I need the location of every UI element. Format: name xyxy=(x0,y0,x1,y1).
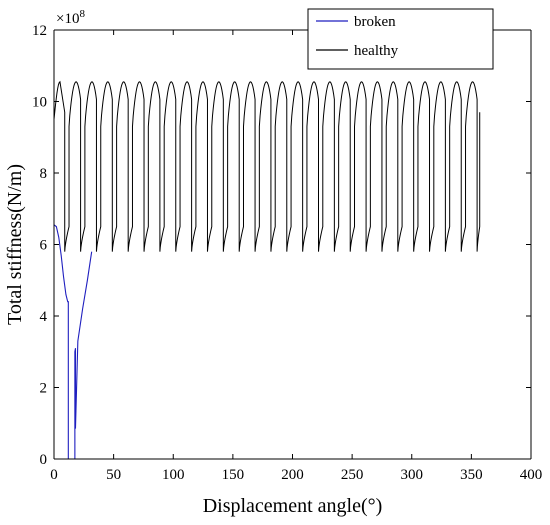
x-tick-label: 350 xyxy=(460,467,483,483)
legend-label-broken: broken xyxy=(354,14,396,30)
y-tick-label: 10 xyxy=(32,95,47,111)
x-axis-label: Displacement angle(°) xyxy=(203,495,383,517)
x-tick-label: 100 xyxy=(162,467,185,483)
x-tick-label: 150 xyxy=(222,467,245,483)
y-tick-label: 4 xyxy=(40,309,48,325)
x-tick-label: 200 xyxy=(281,467,304,483)
y-tick-label: 2 xyxy=(40,381,48,397)
x-tick-label: 400 xyxy=(520,467,543,483)
legend: broken healthy xyxy=(307,8,494,70)
plot-area xyxy=(54,30,531,459)
series-line-healthy xyxy=(53,80,481,252)
y-tick-label: 0 xyxy=(40,452,48,468)
y-tick-label: 6 xyxy=(40,238,48,254)
x-tick-label: 0 xyxy=(50,467,58,483)
x-tick-label: 50 xyxy=(106,467,121,483)
y-exponent-label: ×108 xyxy=(56,8,85,27)
axes-layer: 0 50 100 150 200 250 300 350 400 0 2 4 6 8 10 12 xyxy=(32,23,542,483)
legend-box xyxy=(307,8,494,70)
legend-label-healthy: healthy xyxy=(354,43,399,59)
x-tick-label: 250 xyxy=(341,467,364,483)
y-tick-label: 12 xyxy=(32,23,47,39)
y-tick-label: 8 xyxy=(40,166,48,182)
y-axis-label: Total stiffness(N/m) xyxy=(4,164,26,325)
x-tick-label: 300 xyxy=(401,467,424,483)
